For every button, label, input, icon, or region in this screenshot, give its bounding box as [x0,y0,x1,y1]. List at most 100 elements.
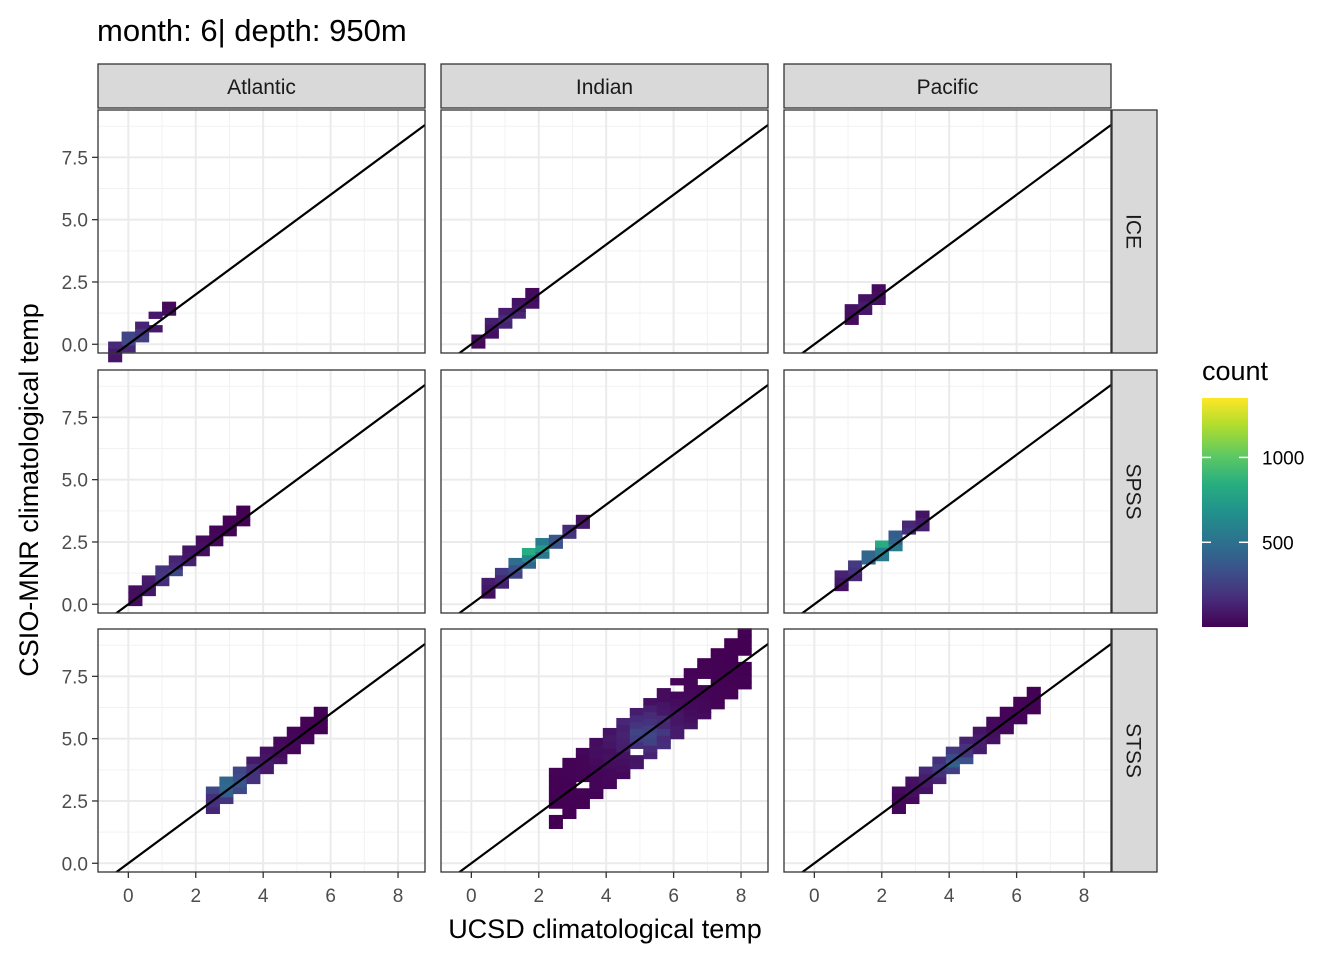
heatmap-cell [205,793,220,801]
heatmap-cell [945,746,960,754]
y-tick-label: 0.0 [62,854,88,875]
heatmap-cell [589,751,604,759]
heatmap-cell [697,658,712,666]
heatmap-cell [959,743,974,751]
heatmap-cell [643,751,658,760]
heatmap-cell [182,545,197,553]
heatmap-cell [121,345,136,353]
heatmap-cell [710,668,725,676]
heatmap-cell [710,648,725,656]
heatmap-cell [313,720,328,728]
heatmap-cell [918,773,933,781]
heatmap-cell [155,565,170,573]
heatmap-cell [891,806,906,815]
panel-border [440,628,769,873]
heatmap-cell [562,798,577,806]
panel-border [783,628,1112,873]
column-strip-label: Atlantic [227,76,296,99]
panel-indian-stss: 0 2 4 6 8 [440,628,769,907]
heatmap-cell [915,517,930,525]
heatmap-cell [222,515,237,523]
heatmap-cell [683,715,698,723]
heatmap-cell [589,744,604,752]
heatmap-cell [471,341,486,349]
heatmap-cell [1013,716,1028,725]
heatmap-cell [286,726,301,735]
heatmap-cell [915,524,930,532]
heatmap-cell [697,698,712,706]
heatmap-cells [108,301,177,363]
heatmap-cell [481,577,496,586]
heatmap-cell [602,734,617,743]
heatmap-cell [508,571,523,579]
heatmap-cell [945,760,960,768]
heatmap-cell [562,811,577,820]
heatmap-cell [629,734,644,743]
heatmap-cell [670,705,685,713]
column-strip-label: Indian [576,76,633,99]
heatmap-cell [656,688,671,696]
reference-line [114,124,425,353]
heatmap-cell [724,644,739,653]
heatmap-cell [629,714,644,723]
heatmap-cell [670,698,685,706]
heatmap-cell [300,723,315,731]
heatmap-cell [875,553,890,562]
heatmap-cells [548,628,752,829]
heatmap-cell [710,702,725,710]
heatmap-cell [481,584,496,592]
heatmap-cell [589,737,604,746]
heatmap-cell [986,730,1001,738]
heatmap-cell [683,674,698,683]
heatmap-cell [222,522,237,530]
heatmap-cell [848,560,863,568]
panel-border [440,109,769,354]
heatmap-cell [918,780,933,788]
heatmap-cell [128,592,143,600]
heatmap-cell [562,791,577,799]
heatmap-cell [121,338,136,346]
heatmap-cell [168,562,183,570]
heatmap-cell [683,688,698,696]
heatmap-cell [484,317,499,326]
heatmap-cell [875,540,890,548]
reference-line [800,643,1111,872]
heatmap-cell [737,634,752,643]
heatmap-cell [737,628,752,636]
heatmap-cell [905,783,920,791]
heatmap-cell [575,788,590,796]
heatmap-cell [616,765,631,773]
heatmap-cell [629,761,644,770]
heatmap-cell [629,741,644,749]
heatmap-cell [498,307,513,316]
heatmap-cell [643,724,658,733]
heatmap-cell [575,794,590,803]
heatmap-cell [246,770,261,778]
heatmap-cell [548,541,563,549]
heatmap-cells [834,510,930,592]
y-tick-label: 2.5 [62,533,88,554]
heatmap-cell [932,776,947,785]
heatmap-cell [959,750,974,758]
heatmap-cell [484,331,499,339]
heatmap-cell [875,547,890,555]
heatmap-cell [232,766,247,774]
heatmap-cell [602,754,617,763]
heatmap-cell [548,821,563,829]
heatmap-cell [525,287,540,296]
heatmap-cell [683,701,698,710]
row-strip-stss [1111,628,1158,873]
heatmap-cell [300,736,315,745]
x-tick-label: 0 [123,886,134,907]
heatmap-cell [548,534,563,543]
heatmap-cell [643,745,658,753]
heatmap-cell [629,728,644,736]
x-tick-label: 2 [876,886,887,907]
heatmap-cell [858,300,873,309]
heatmap-cell [844,304,859,312]
heatmap-cell [259,746,274,754]
heatmap-cell [683,668,698,676]
heatmap-cell [589,778,604,786]
heatmap-cell [602,781,617,790]
